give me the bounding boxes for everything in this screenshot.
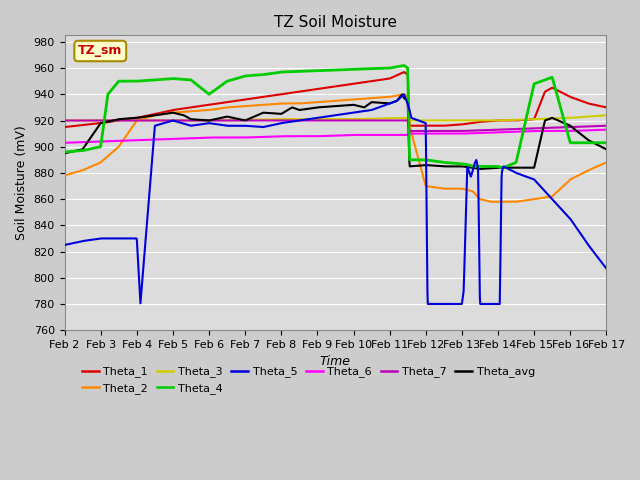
Theta_1	[291, 89, 298, 95]
Theta_1	[369, 78, 377, 84]
Theta_4	[102, 102, 110, 108]
Theta_3	[302, 116, 310, 122]
Theta_6	[291, 133, 298, 139]
Theta_avg	[61, 150, 68, 156]
Theta_avg	[476, 166, 484, 172]
Theta_5	[312, 115, 319, 121]
Theta_3	[102, 118, 110, 123]
Theta_7	[602, 123, 610, 129]
Theta_5	[400, 92, 408, 97]
Theta_2	[487, 199, 495, 204]
Theta_2	[302, 100, 310, 106]
Theta_4	[498, 165, 506, 170]
Line: Theta_1: Theta_1	[65, 72, 606, 127]
Theta_1	[400, 69, 408, 75]
Theta_5	[102, 236, 110, 241]
Line: Theta_5: Theta_5	[65, 95, 606, 304]
Theta_2	[369, 95, 377, 101]
Theta_1	[312, 86, 319, 92]
Legend: Theta_1, Theta_2, Theta_3, Theta_4, Theta_5, Theta_6, Theta_7, Theta_avg: Theta_1, Theta_2, Theta_3, Theta_4, Thet…	[77, 362, 540, 398]
Theta_avg	[102, 119, 110, 125]
Line: Theta_7: Theta_7	[65, 120, 606, 131]
Theta_2	[61, 173, 68, 179]
Theta_3	[291, 116, 298, 122]
Theta_2	[312, 99, 319, 105]
Theta_6	[312, 133, 319, 139]
Theta_1	[602, 105, 610, 110]
Theta_7	[102, 118, 110, 123]
Title: TZ Soil Moisture: TZ Soil Moisture	[274, 15, 397, 30]
Line: Theta_avg: Theta_avg	[65, 95, 606, 169]
Line: Theta_3: Theta_3	[65, 115, 606, 120]
Theta_4	[602, 140, 610, 145]
Theta_7	[125, 118, 132, 123]
Theta_1	[102, 120, 110, 125]
Theta_2	[602, 159, 610, 165]
Theta_3	[61, 118, 68, 123]
Theta_4	[302, 68, 310, 74]
Theta_avg	[291, 106, 298, 111]
Theta_6	[302, 133, 310, 139]
Line: Theta_6: Theta_6	[65, 130, 606, 143]
Theta_7	[406, 128, 413, 134]
Theta_7	[369, 118, 377, 123]
Theta_7	[61, 118, 68, 123]
Theta_6	[61, 140, 68, 145]
Theta_avg	[602, 146, 610, 152]
Theta_5	[424, 301, 431, 307]
Theta_6	[369, 132, 377, 138]
Theta_4	[369, 66, 377, 72]
Theta_4	[61, 149, 68, 155]
Theta_4	[312, 68, 319, 73]
Theta_1	[61, 124, 68, 130]
Y-axis label: Soil Moisture (mV): Soil Moisture (mV)	[15, 125, 28, 240]
Theta_5	[369, 107, 377, 112]
Theta_5	[602, 266, 610, 272]
Theta_2	[291, 101, 298, 107]
Theta_1	[125, 116, 132, 122]
Theta_3	[312, 116, 319, 122]
Theta_avg	[398, 92, 406, 97]
Theta_4	[400, 62, 408, 68]
Theta_3	[125, 118, 132, 123]
Theta_3	[602, 112, 610, 118]
Theta_5	[61, 242, 68, 248]
Theta_3	[369, 116, 377, 121]
Theta_avg	[312, 105, 319, 110]
Theta_avg	[369, 99, 377, 105]
Theta_6	[102, 138, 110, 144]
Theta_6	[125, 138, 132, 144]
Theta_4	[291, 69, 298, 74]
Theta_avg	[125, 116, 132, 121]
Theta_7	[312, 118, 319, 123]
Line: Theta_2: Theta_2	[65, 95, 606, 202]
Theta_4	[125, 78, 132, 84]
Theta_1	[302, 88, 310, 94]
Theta_2	[102, 155, 110, 160]
Theta_6	[602, 127, 610, 132]
Theta_7	[291, 118, 298, 123]
Text: TZ_sm: TZ_sm	[78, 45, 122, 58]
Theta_5	[291, 119, 298, 124]
X-axis label: Time: Time	[320, 355, 351, 369]
Theta_avg	[302, 106, 310, 112]
Theta_5	[302, 117, 310, 122]
Theta_2	[400, 92, 408, 97]
Line: Theta_4: Theta_4	[65, 65, 606, 168]
Theta_5	[125, 236, 132, 241]
Theta_7	[302, 118, 310, 123]
Theta_2	[125, 130, 132, 135]
